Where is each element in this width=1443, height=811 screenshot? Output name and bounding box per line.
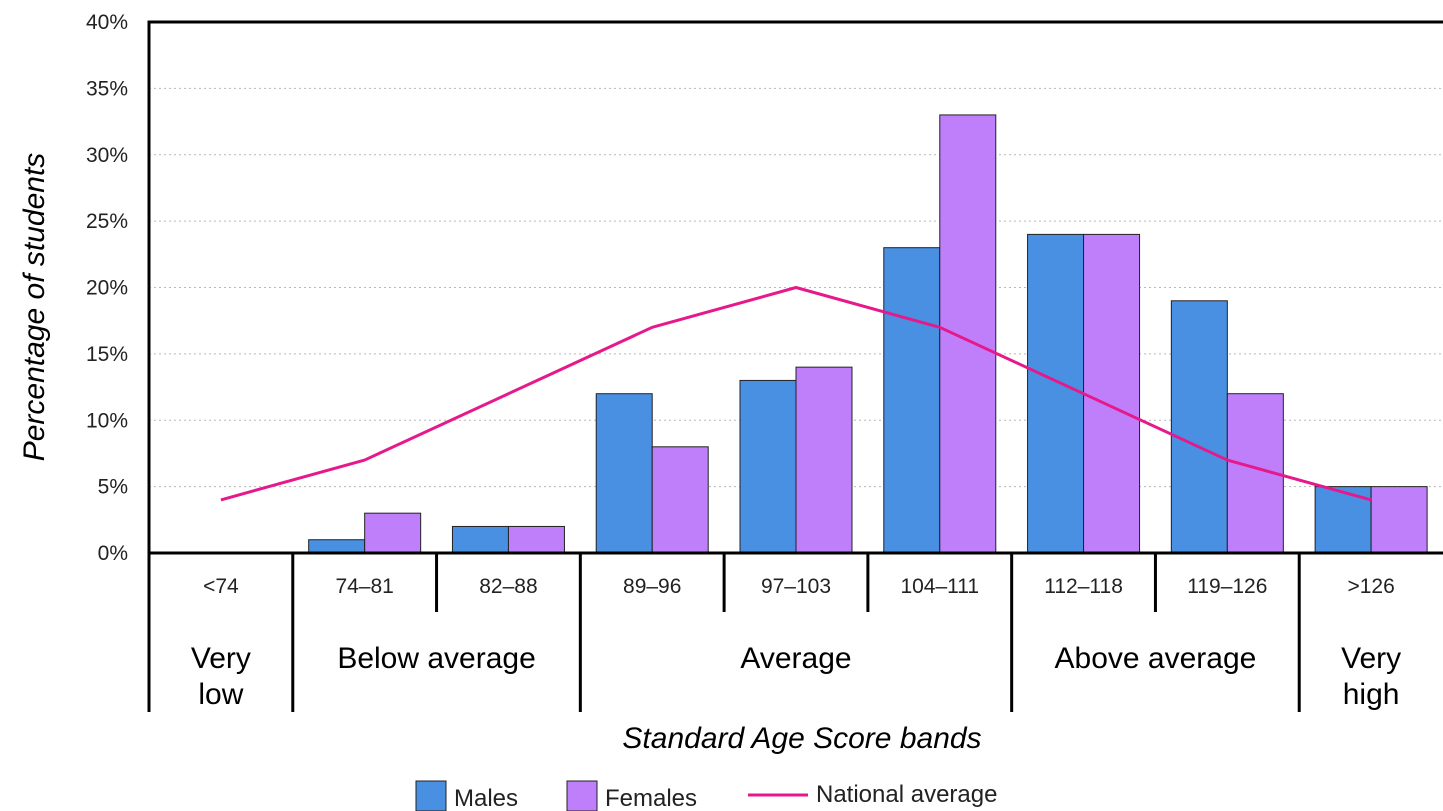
x-tick-labels: <74 74–81 82–88 89–96 97–103 104–111 112–118 11…	[203, 575, 1395, 598]
group-label: low	[198, 678, 243, 711]
y-tick-label: 15%	[86, 343, 128, 366]
group-label: high	[1343, 678, 1400, 711]
legend-swatch-females	[566, 780, 598, 811]
x-tick-label: 112–118	[1044, 575, 1123, 598]
bar-females	[1083, 233, 1141, 554]
bar-females	[795, 366, 853, 554]
grid-lines	[149, 87, 1443, 488]
y-axis-label: Percentage of students	[18, 153, 51, 462]
group-label: Below average	[337, 642, 535, 675]
y-tick-label: 25%	[86, 210, 128, 233]
x-axis-label: Standard Age Score bands	[622, 722, 981, 755]
legend: Males Females National average	[415, 780, 997, 811]
bar-males	[883, 247, 941, 554]
x-tick-label: 119–126	[1187, 575, 1267, 598]
x-tick-label: 89–96	[623, 575, 681, 598]
national-average-line	[220, 286, 1372, 502]
y-tick-label: 20%	[86, 277, 128, 300]
legend-label-males: Males	[454, 785, 518, 811]
bar-females	[364, 512, 422, 554]
bar-males	[308, 539, 366, 554]
x-tick-label: <74	[203, 575, 239, 598]
group-label: Average	[740, 642, 851, 675]
y-tick-labels: 0% 5% 10% 15% 20% 25% 30% 35% 40%	[86, 11, 128, 565]
y-tick-label: 30%	[86, 144, 128, 167]
bar-males	[1027, 233, 1085, 554]
legend-label-national-average: National average	[816, 781, 997, 808]
y-tick-label: 0%	[98, 542, 128, 565]
x-tick-label: 104–111	[900, 575, 979, 598]
bar-females	[1370, 486, 1428, 554]
bar-males	[595, 393, 653, 554]
x-tick-label: 82–88	[479, 575, 537, 598]
legend-swatch-males	[415, 780, 447, 811]
x-tick-label: 74–81	[335, 575, 393, 598]
bar-females	[507, 525, 565, 554]
axes	[147, 20, 1443, 712]
bar-males	[451, 525, 509, 554]
bar-males	[739, 379, 797, 554]
bar-males	[1170, 300, 1228, 554]
group-label: Very	[1341, 642, 1401, 675]
bar-females	[651, 446, 709, 554]
group-label: Very	[191, 642, 251, 675]
bar-females	[939, 114, 997, 554]
x-tick-label: 97–103	[761, 575, 831, 598]
legend-label-females: Females	[605, 785, 697, 811]
x-tick-label: >126	[1347, 575, 1394, 598]
y-tick-label: 5%	[98, 476, 128, 499]
group-label: Above average	[1055, 642, 1257, 675]
y-tick-label: 10%	[86, 409, 128, 432]
y-tick-label: 35%	[86, 77, 128, 100]
y-tick-label: 40%	[86, 11, 128, 34]
national-average-line-group	[220, 286, 1372, 502]
bars	[308, 114, 1428, 554]
